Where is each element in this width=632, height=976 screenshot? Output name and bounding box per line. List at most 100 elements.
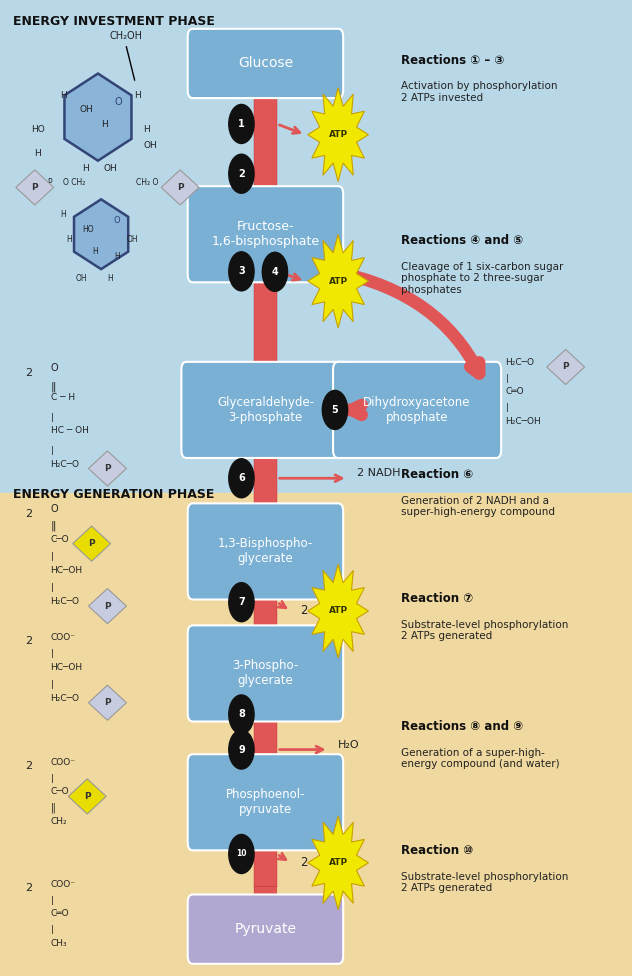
Circle shape	[229, 834, 254, 874]
Text: |: |	[506, 374, 509, 383]
Text: |: |	[51, 446, 54, 455]
Text: OH: OH	[143, 142, 157, 150]
Text: |: |	[51, 774, 54, 783]
Polygon shape	[16, 170, 54, 205]
Text: H₂C─O: H₂C─O	[51, 694, 80, 703]
Text: |: |	[51, 649, 54, 658]
Text: Reactions ④ and ⑤: Reactions ④ and ⑤	[401, 234, 523, 247]
FancyBboxPatch shape	[333, 362, 501, 458]
Polygon shape	[64, 73, 131, 161]
Text: 10: 10	[236, 849, 246, 859]
Text: H: H	[66, 235, 73, 244]
FancyBboxPatch shape	[188, 894, 343, 964]
Text: ENERGY INVESTMENT PHASE: ENERGY INVESTMENT PHASE	[13, 15, 214, 27]
Text: |: |	[51, 896, 54, 905]
Bar	[0, 0, 632, 493]
Text: ‖: ‖	[51, 520, 56, 531]
Text: H: H	[60, 91, 66, 100]
Text: Reactions ⑧ and ⑨: Reactions ⑧ and ⑨	[401, 720, 523, 733]
Text: ‖: ‖	[51, 802, 56, 813]
Circle shape	[229, 583, 254, 622]
Text: ATP: ATP	[329, 276, 348, 286]
Text: C═O: C═O	[51, 910, 69, 918]
Text: HC ─ OH: HC ─ OH	[51, 427, 88, 435]
Text: Glyceraldehyde-
3-phosphate: Glyceraldehyde- 3-phosphate	[217, 396, 314, 424]
Text: |: |	[51, 680, 54, 689]
Polygon shape	[308, 88, 368, 182]
Text: 6: 6	[238, 473, 245, 483]
Text: O: O	[114, 216, 120, 224]
Text: H: H	[101, 120, 107, 129]
FancyArrow shape	[254, 701, 277, 773]
Text: H: H	[82, 164, 88, 173]
FancyBboxPatch shape	[188, 626, 343, 721]
Circle shape	[229, 252, 254, 291]
Text: HO: HO	[31, 125, 45, 134]
Polygon shape	[308, 564, 368, 658]
Polygon shape	[161, 170, 199, 205]
Text: 2: 2	[25, 509, 32, 519]
Text: C─O: C─O	[51, 788, 69, 796]
Text: 5: 5	[332, 405, 338, 415]
Text: Activation by phosphorylation
2 ATPs invested: Activation by phosphorylation 2 ATPs inv…	[401, 81, 558, 102]
Text: OH: OH	[80, 105, 94, 114]
Text: C─O: C─O	[51, 535, 69, 544]
Text: OH: OH	[127, 235, 138, 244]
Text: P: P	[104, 601, 111, 611]
Text: Substrate-level phosphorylation
2 ATPs generated: Substrate-level phosphorylation 2 ATPs g…	[401, 620, 569, 641]
Text: 2: 2	[25, 368, 32, 378]
Text: |: |	[51, 552, 54, 561]
Text: P: P	[88, 539, 95, 549]
Text: P: P	[177, 183, 183, 192]
Text: Reaction ⑩: Reaction ⑩	[401, 844, 473, 857]
Text: OH: OH	[104, 164, 118, 173]
Text: |: |	[506, 403, 509, 412]
Text: Glucose: Glucose	[238, 57, 293, 70]
FancyBboxPatch shape	[188, 28, 343, 98]
Text: CH₂OH: CH₂OH	[110, 31, 143, 41]
Circle shape	[322, 390, 348, 429]
Text: 2: 2	[300, 604, 308, 618]
Circle shape	[229, 730, 254, 769]
Polygon shape	[88, 589, 126, 624]
Text: 9: 9	[238, 745, 245, 754]
Circle shape	[229, 459, 254, 498]
Text: Phosphoenol-
pyruvate: Phosphoenol- pyruvate	[226, 789, 305, 816]
Circle shape	[262, 252, 288, 291]
Text: Pyruvate: Pyruvate	[234, 922, 296, 936]
Text: H: H	[134, 91, 140, 100]
Text: Reaction ⑦: Reaction ⑦	[401, 592, 473, 605]
Text: 2: 2	[300, 856, 308, 870]
FancyArrow shape	[254, 261, 277, 381]
FancyArrow shape	[254, 578, 277, 644]
Text: 3: 3	[238, 266, 245, 276]
Circle shape	[229, 695, 254, 734]
FancyBboxPatch shape	[188, 186, 343, 282]
Text: P: P	[104, 464, 111, 473]
Text: H₂C─O: H₂C─O	[51, 460, 80, 468]
Text: O: O	[114, 97, 122, 106]
Text: H: H	[60, 210, 66, 219]
Text: 3-Phospho-
glycerate: 3-Phospho- glycerate	[233, 660, 298, 687]
Text: 1,3-Bisphospho-
glycerate: 1,3-Bisphospho- glycerate	[218, 538, 313, 565]
Polygon shape	[74, 199, 128, 269]
Text: Generation of 2 NADH and a
super-high-energy compound: Generation of 2 NADH and a super-high-en…	[401, 496, 556, 517]
Text: Reactions ① – ③: Reactions ① – ③	[401, 54, 505, 66]
FancyArrow shape	[254, 829, 277, 886]
Polygon shape	[547, 349, 585, 385]
FancyBboxPatch shape	[181, 362, 349, 458]
Text: H₂C─O: H₂C─O	[51, 597, 80, 606]
Polygon shape	[73, 526, 111, 561]
Text: HC─OH: HC─OH	[51, 663, 83, 671]
Text: O CH₂: O CH₂	[63, 179, 85, 187]
Text: P: P	[32, 183, 38, 192]
Polygon shape	[308, 816, 368, 910]
Text: 4: 4	[272, 266, 278, 277]
Polygon shape	[88, 685, 126, 720]
Polygon shape	[68, 779, 106, 814]
Text: H: H	[92, 247, 98, 256]
Text: 2: 2	[25, 883, 32, 893]
Text: O: O	[51, 505, 58, 514]
Text: |: |	[51, 925, 54, 934]
Text: Generation of a super-high-
energy compound (and water): Generation of a super-high- energy compo…	[401, 748, 560, 769]
